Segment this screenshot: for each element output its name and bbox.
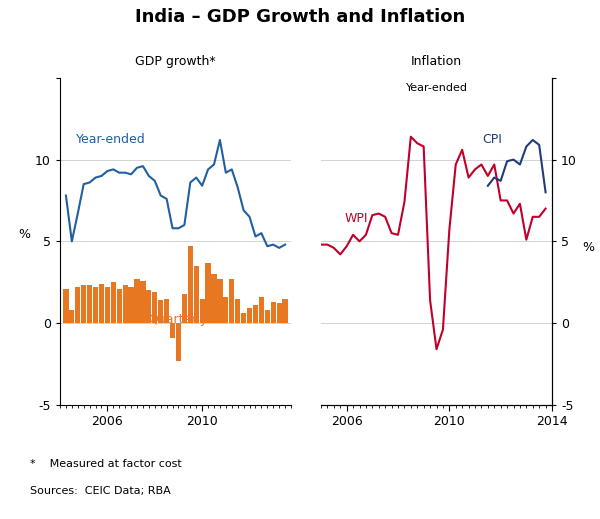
- Bar: [217, 279, 223, 323]
- Bar: [205, 263, 211, 323]
- Text: Year-ended: Year-ended: [406, 83, 467, 93]
- Text: CPI: CPI: [482, 133, 503, 146]
- Bar: [182, 294, 187, 323]
- Bar: [81, 285, 86, 323]
- Bar: [229, 279, 235, 323]
- Bar: [99, 284, 104, 323]
- Bar: [69, 310, 74, 323]
- Bar: [188, 246, 193, 323]
- Bar: [128, 287, 134, 323]
- Text: *    Measured at factor cost: * Measured at factor cost: [30, 459, 182, 469]
- Bar: [271, 302, 276, 323]
- Bar: [176, 323, 181, 361]
- Bar: [241, 313, 246, 323]
- Bar: [283, 298, 287, 323]
- Bar: [158, 300, 163, 323]
- Text: Year-ended: Year-ended: [76, 133, 146, 146]
- Bar: [247, 308, 252, 323]
- Bar: [116, 289, 122, 323]
- Text: India – GDP Growth and Inflation: India – GDP Growth and Inflation: [135, 8, 465, 26]
- Bar: [235, 298, 240, 323]
- Bar: [75, 287, 80, 323]
- Bar: [140, 281, 146, 323]
- Bar: [152, 292, 157, 323]
- Text: GDP growth*: GDP growth*: [135, 55, 216, 68]
- Bar: [64, 289, 68, 323]
- Bar: [105, 287, 110, 323]
- Bar: [87, 285, 92, 323]
- Bar: [259, 297, 264, 323]
- Y-axis label: %: %: [18, 228, 30, 241]
- Y-axis label: %: %: [582, 241, 594, 254]
- Bar: [122, 285, 128, 323]
- Text: Inflation: Inflation: [411, 55, 462, 68]
- Bar: [111, 282, 116, 323]
- Bar: [170, 323, 175, 338]
- Bar: [146, 291, 151, 323]
- Bar: [164, 298, 169, 323]
- Bar: [253, 305, 258, 323]
- Bar: [134, 279, 140, 323]
- Bar: [265, 310, 270, 323]
- Text: Sources:  CEIC Data; RBA: Sources: CEIC Data; RBA: [30, 486, 171, 496]
- Text: WPI: WPI: [344, 212, 368, 225]
- Text: Quarterly: Quarterly: [148, 313, 207, 326]
- Bar: [277, 304, 282, 323]
- Bar: [194, 266, 199, 323]
- Bar: [200, 298, 205, 323]
- Bar: [223, 297, 229, 323]
- Bar: [211, 274, 217, 323]
- Bar: [93, 287, 98, 323]
